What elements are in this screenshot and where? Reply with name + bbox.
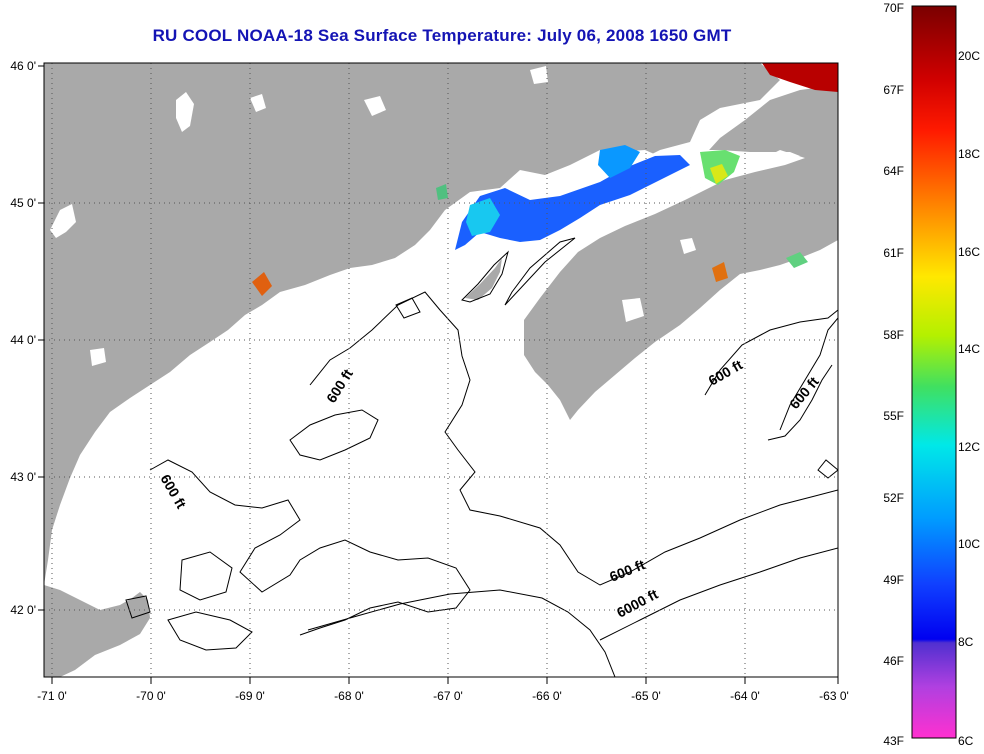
colorbar-f-label: 61F: [883, 246, 904, 260]
lon-tick-label: -69 0': [235, 689, 265, 703]
land-nova-scotia: [524, 85, 838, 420]
colorbar-f-label: 70F: [883, 1, 904, 15]
sst-patch-kennebec-green: [436, 184, 448, 200]
bay-of-fundy: [445, 150, 800, 305]
colorbar-f-label: 64F: [883, 164, 904, 178]
colorbar-c-label: 10C: [958, 537, 980, 551]
colorbar-c-label: 12C: [958, 440, 980, 454]
map-frame: [43, 62, 839, 678]
lat-tick-label: 43 0': [10, 470, 36, 484]
cloud-mask: [50, 66, 696, 366]
map-title: RU COOL NOAA-18 Sea Surface Temperature:…: [152, 26, 732, 45]
lon-tick-label: -66 0': [532, 689, 562, 703]
sst-patch-minas-yellow: [710, 164, 728, 184]
lon-tick-label: -68 0': [334, 689, 364, 703]
land-grand-manan: [465, 258, 502, 300]
colorbar-c-label: 8C: [958, 635, 974, 649]
sst-patch-fundy-cyan: [466, 198, 500, 236]
land-cape-cod: [44, 585, 150, 677]
colorbar-f-label: 58F: [883, 328, 904, 342]
lon-tick-label: -71 0': [37, 689, 67, 703]
colorbar-c-label: 14C: [958, 342, 980, 356]
lat-tick-label: 44 0': [10, 333, 36, 347]
lat-tick-label: 46 0': [10, 59, 36, 73]
colorbar-f-label: 46F: [883, 654, 904, 668]
lon-tick-label: -63 0': [819, 689, 849, 703]
colorbar: 70F 67F 64F 61F 58F 55F 52F 49F 46F 43F …: [883, 1, 980, 748]
land-new-england: [44, 63, 780, 585]
longitude-axis: -71 0' -70 0' -69 0' -68 0' -67 0' -66 0…: [37, 677, 849, 703]
colorbar-c-label: 16C: [958, 245, 980, 259]
colorbar-f-label: 55F: [883, 409, 904, 423]
lon-tick-label: -67 0': [433, 689, 463, 703]
sst-patch-fundy-blue: [455, 155, 690, 250]
sst-patch-fundy-mid: [598, 145, 640, 178]
colorbar-f-label: 52F: [883, 491, 904, 505]
colorbar-f-label: 43F: [883, 734, 904, 748]
lon-tick-label: -70 0': [136, 689, 166, 703]
sst-patch-ne-red: [762, 63, 838, 92]
colorbar-c-label: 18C: [958, 147, 980, 161]
colorbar-f-label: 67F: [883, 83, 904, 97]
colorbar-gradient: [911, 5, 957, 739]
sst-patch-maine-orange: [252, 272, 272, 296]
colorbar-c-label: 20C: [958, 49, 980, 63]
lat-tick-label: 45 0': [10, 196, 36, 210]
lon-tick-label: -65 0': [631, 689, 661, 703]
colorbar-c-label: 6C: [958, 734, 974, 748]
lon-tick-label: -64 0': [730, 689, 760, 703]
sst-patch-ns-orange: [712, 262, 728, 282]
latitude-axis: 46 0' 45 0' 44 0' 43 0' 42 0': [10, 59, 44, 617]
depth-contours: [125, 237, 838, 677]
sst-patch-ns-green: [786, 252, 808, 268]
lat-tick-label: 42 0': [10, 603, 36, 617]
colorbar-f-label: 49F: [883, 573, 904, 587]
